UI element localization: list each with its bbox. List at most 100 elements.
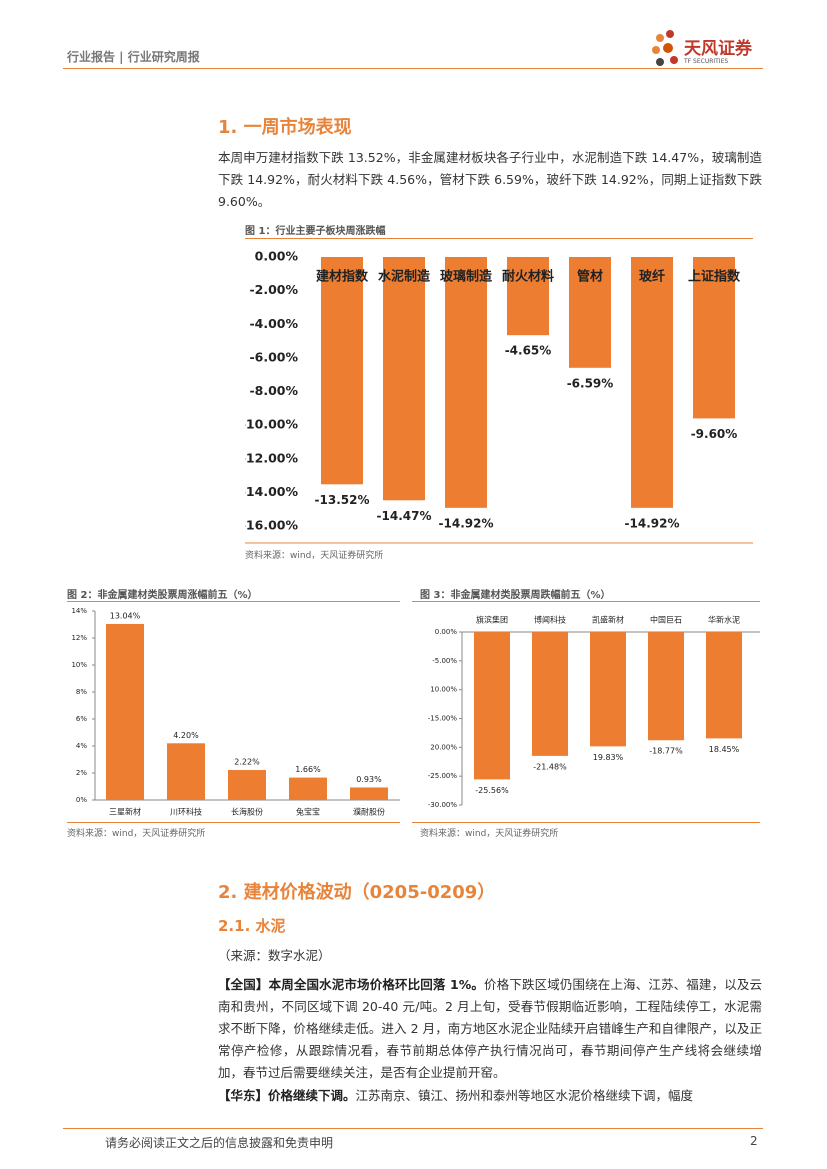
bar xyxy=(106,623,144,800)
value-label: -9.60% xyxy=(691,427,738,441)
y-tick-label: 10.00% xyxy=(430,686,457,694)
paragraph: 【全国】本周全国水泥市场价格环比回落 1%。价格下跌区域仍围绕在上海、江苏、福建… xyxy=(218,974,762,1084)
bar xyxy=(167,743,205,800)
category-label: 兔宝宝 xyxy=(296,807,320,817)
bar xyxy=(228,770,266,800)
value-label: -18.77% xyxy=(649,747,683,756)
note: （来源：数字水泥） xyxy=(218,948,331,963)
chart: 0.00% -2.00% -4.00% -6.00% -8.00% -10.00% -12.… xyxy=(245,249,753,544)
category-label: 管材 xyxy=(577,269,603,285)
bar xyxy=(289,777,327,800)
y-tick-label: -16.00% xyxy=(245,518,298,533)
value-label: 2.22% xyxy=(234,758,260,767)
bar xyxy=(631,257,673,508)
value-label: 19.83% xyxy=(593,753,624,762)
category-label: 博闻科技 xyxy=(534,615,566,625)
bar xyxy=(648,632,684,741)
y-tick-label: 20.00% xyxy=(430,743,457,751)
value-label: -4.65% xyxy=(505,344,552,358)
logo-icon xyxy=(652,30,678,66)
subsection-title: 2.1. 水泥 xyxy=(218,917,286,935)
category-label: 中国巨石 xyxy=(650,615,682,625)
y-tick-label: -2.00% xyxy=(249,282,298,297)
bar xyxy=(706,632,742,739)
y-tick-label: -25.00% xyxy=(428,772,458,780)
source: 资料来源：wind，天风证券研究所 xyxy=(420,829,559,839)
section-title: 1. 一周市场表现 xyxy=(218,117,352,138)
value-label: 0.93% xyxy=(356,775,382,784)
lead: 【华东】价格继续下调。 xyxy=(218,1088,356,1103)
header-rule xyxy=(63,68,763,69)
category-label: 旗滨集团 xyxy=(476,615,508,625)
category-label: 耐火材料 xyxy=(502,269,554,285)
chart: 0.00% -5.00% 10.00% -15.00% 20.00% -25.00% -30… xyxy=(428,615,760,809)
body: 价格下跌区域仍围绕在上海、江苏、福建，以及云南和贵州，不同区域下调 20-40 … xyxy=(218,977,762,1080)
bar xyxy=(474,632,510,780)
footer-rule xyxy=(63,1128,763,1129)
category-label: 濮耐股份 xyxy=(353,807,385,817)
category-label: 凯盛新材 xyxy=(592,615,624,625)
bar xyxy=(383,257,425,501)
category-label: 水泥制造 xyxy=(378,269,431,285)
y-tick-label: 10% xyxy=(71,661,87,669)
y-tick-label: -14.00% xyxy=(245,484,298,499)
category-label: 上证指数 xyxy=(688,269,741,285)
y-tick-label: -30.00% xyxy=(428,801,458,809)
figure-caption: 图 1：行业主要子板块周涨跌幅 xyxy=(245,226,386,237)
paragraph: 本周申万建材指数下跌 13.52%，非金属建材板块各子行业中，水泥制造下跌 14… xyxy=(218,150,762,209)
logo-text: 天风证券 xyxy=(684,39,752,59)
y-tick-label: 0% xyxy=(76,796,87,804)
value-label: -14.92% xyxy=(625,516,680,530)
category-label: 华新水泥 xyxy=(708,615,740,625)
y-tick-label: -5.00% xyxy=(432,657,457,665)
value-label: 18.45% xyxy=(709,745,740,754)
y-tick-label: -8.00% xyxy=(249,383,298,398)
y-tick-label: -15.00% xyxy=(428,715,458,723)
section-title: 2. 建材价格波动（0205-0209） xyxy=(218,882,496,903)
bar xyxy=(350,787,388,800)
lead: 【全国】本周全国水泥市场价格环比回落 1%。 xyxy=(218,977,485,992)
y-tick-label: 8% xyxy=(76,688,87,696)
y-tick-label: 14% xyxy=(71,607,87,615)
value-label: -6.59% xyxy=(567,376,614,390)
header-text: 行业报告 | 行业研究周报 xyxy=(67,50,200,64)
value-label: -21.48% xyxy=(533,762,567,771)
y-tick-label: 4% xyxy=(76,742,87,750)
chart: 14% 12% 10% 8% 6% 4% 2% 0% 三星新材 13.04% 川环科技 4.20% 长海… xyxy=(71,607,400,817)
category-label: 玻纤 xyxy=(639,269,665,285)
category-label: 长海股份 xyxy=(231,807,263,817)
category-label: 川环科技 xyxy=(170,807,202,817)
caption-rule xyxy=(245,238,753,239)
paragraph: 【华东】价格继续下调。江苏南京、镇江、扬州和泰州等地区水泥价格继续下调，幅度 xyxy=(218,1085,778,1107)
category-label: 玻璃制造 xyxy=(440,269,493,285)
figure-caption: 图 2：非金属建材类股票周涨幅前五（%） xyxy=(67,590,258,601)
bar xyxy=(321,257,363,485)
body: 江苏南京、镇江、扬州和泰州等地区水泥价格继续下调，幅度 xyxy=(355,1088,694,1103)
value-label: 4.20% xyxy=(173,731,199,740)
y-tick-label: -6.00% xyxy=(249,349,298,364)
value-label: 13.04% xyxy=(110,611,141,620)
bar xyxy=(590,632,626,747)
bar xyxy=(445,257,487,508)
source: 资料来源：wind，天风证券研究所 xyxy=(245,551,384,561)
source: 资料来源：wind，天风证券研究所 xyxy=(67,829,206,839)
page-number: 2 xyxy=(750,1134,758,1148)
category-label: 建材指数 xyxy=(316,269,369,285)
y-tick-label: 12% xyxy=(71,634,87,642)
bar xyxy=(693,257,735,419)
bar xyxy=(507,257,549,336)
y-tick-label: -4.00% xyxy=(249,316,298,331)
y-tick-label: -10.00% xyxy=(245,417,298,432)
y-tick-label: 6% xyxy=(76,715,87,723)
caption-rule xyxy=(67,601,400,602)
caption-rule xyxy=(412,601,760,602)
figure-caption: 图 3：非金属建材类股票周跌幅前五（%） xyxy=(420,590,611,601)
y-tick-label: 0.00% xyxy=(435,628,458,636)
y-tick-label: 0.00% xyxy=(255,249,299,264)
value-label: -25.56% xyxy=(475,786,509,795)
value-label: -13.52% xyxy=(315,493,370,507)
value-label: -14.47% xyxy=(377,509,432,523)
footer-text: 请务必阅读正文之后的信息披露和免责申明 xyxy=(105,1136,334,1150)
logo-en: TF SECURITIES xyxy=(684,58,729,65)
